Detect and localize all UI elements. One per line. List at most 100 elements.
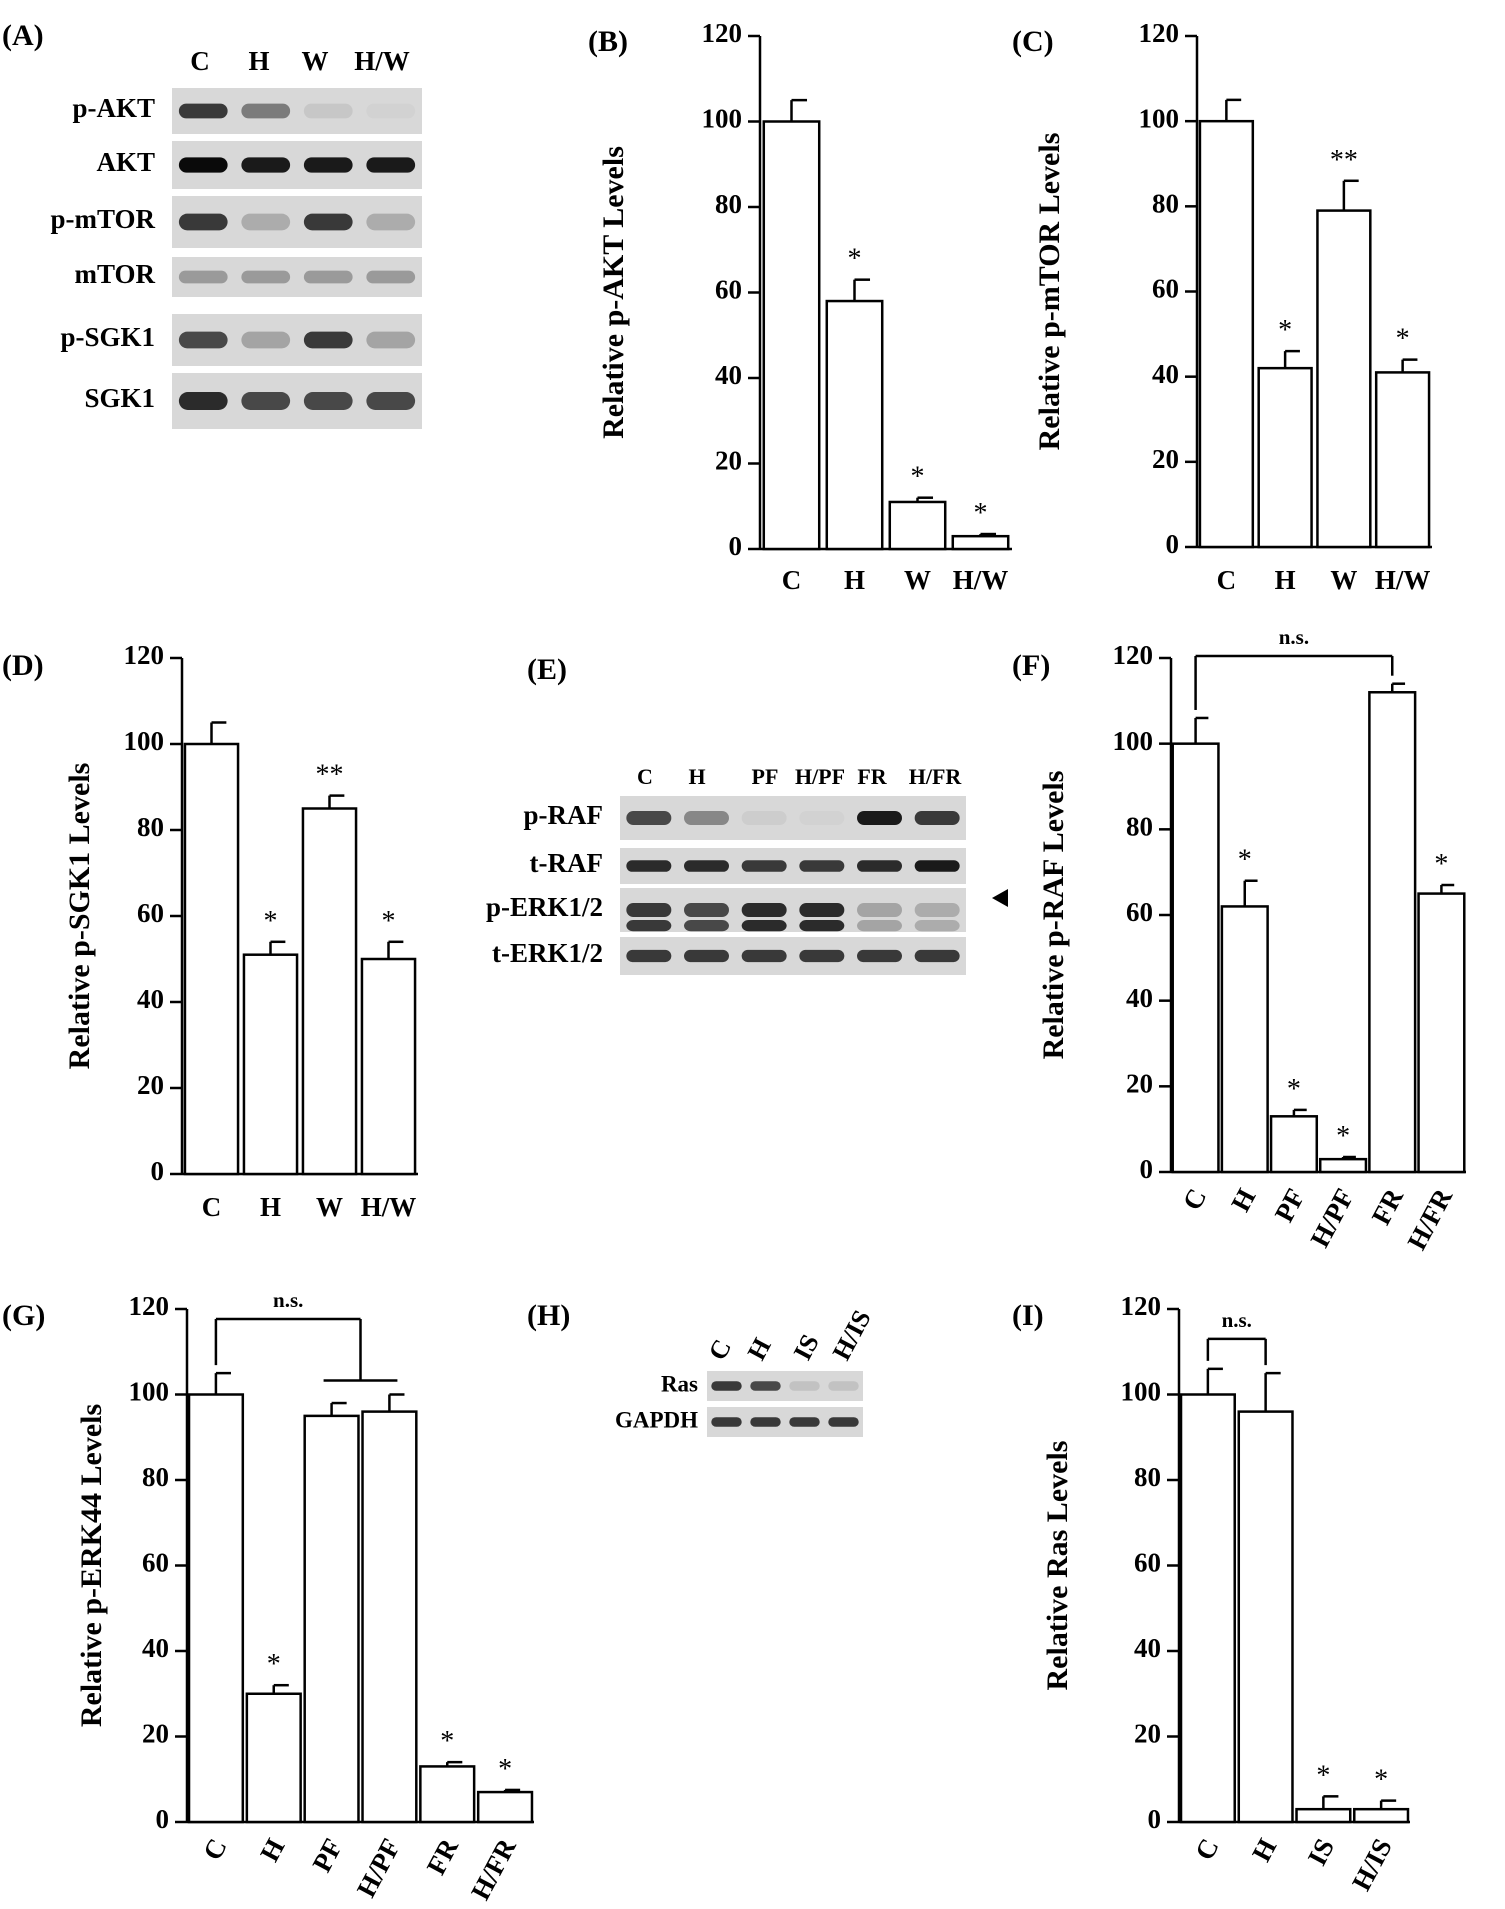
row-label: Ras: [661, 1371, 698, 1396]
lane-label: H: [688, 764, 705, 789]
y-tick-label: 100: [702, 104, 743, 134]
panel-letter-b: (B): [588, 25, 628, 58]
bar-PF: [303, 1414, 360, 1824]
lane-label: PF: [752, 764, 779, 789]
blot-band-lower: [914, 920, 960, 932]
significance-marker: *: [1396, 324, 1410, 355]
lane-label: W: [302, 46, 329, 76]
y-tick-label: 60: [137, 898, 164, 928]
bar-H/IS: [1353, 1807, 1410, 1824]
bar-IS: [1295, 1807, 1352, 1824]
row-label: p-AKT: [72, 93, 155, 123]
x-tick-label: H/W: [1375, 565, 1431, 595]
blot-band: [857, 860, 902, 872]
blot-band: [178, 157, 228, 173]
bar-H/FR: [1417, 892, 1466, 1174]
ns-label: n.s.: [273, 1288, 303, 1312]
x-tick-label: C: [782, 565, 802, 595]
x-tick-label: H/W: [361, 1192, 417, 1222]
y-tick-label: 60: [142, 1548, 169, 1578]
blot-band: [750, 1417, 781, 1427]
significance-marker: *: [1278, 315, 1292, 346]
y-tick-label: 120: [702, 18, 743, 48]
blot-band: [303, 157, 353, 173]
y-tick-label: 60: [1152, 274, 1179, 304]
significance-marker: *: [1434, 849, 1448, 880]
y-tick-label: 20: [715, 446, 742, 476]
blot-band: [857, 810, 902, 826]
x-tick-label: C: [1177, 1184, 1213, 1215]
x-tick-label: C: [1189, 1834, 1225, 1865]
x-tick-label: W: [904, 565, 931, 595]
y-axis-title: Relative p-AKT Levels: [597, 146, 630, 439]
bar-H/FR: [476, 1790, 534, 1824]
blot-band: [366, 392, 416, 410]
blot-band: [366, 103, 416, 119]
significance-marker: *: [267, 1649, 281, 1680]
blot-band: [741, 860, 787, 872]
blot-band: [178, 331, 228, 349]
blot-band: [857, 949, 902, 963]
y-tick-label: 100: [124, 726, 165, 756]
y-tick-label: 120: [129, 1291, 170, 1321]
blot-band: [178, 103, 228, 119]
blot-band: [711, 1381, 742, 1391]
significance-marker: *: [911, 462, 925, 493]
row-label: AKT: [96, 147, 155, 177]
x-tick-label: W: [1330, 565, 1357, 595]
significance-marker: *: [1238, 845, 1252, 876]
blot-band: [241, 331, 291, 349]
bar-H/W: [360, 957, 417, 1176]
y-axis-title: Relative p-mTOR Levels: [1033, 133, 1066, 451]
blot-band: [303, 331, 353, 349]
y-tick-label: 120: [1139, 18, 1180, 48]
chart-panel-g: (G) 0 20 40 60 80 100 120 Relative p-ERK44 Level…: [2, 1288, 534, 1905]
blot-band: [914, 949, 960, 963]
x-tick-label: H/PF: [351, 1834, 406, 1902]
blot-band: [799, 902, 845, 918]
bar-FR: [419, 1765, 476, 1824]
significance-marker: *: [264, 906, 278, 937]
y-axis-title: Relative p-SGK1 Levels: [63, 763, 96, 1070]
panel-letter-a: (A): [2, 19, 44, 52]
row-label: SGK1: [84, 383, 155, 413]
row-label: GAPDH: [615, 1407, 698, 1432]
y-tick-label: 80: [1126, 812, 1153, 842]
row-label: p-ERK1/2: [486, 892, 603, 922]
row-label: t-ERK1/2: [492, 938, 603, 968]
blot-band: [303, 270, 353, 284]
y-tick-label: 100: [1121, 1377, 1162, 1407]
y-tick-label: 100: [1113, 726, 1154, 756]
bar-W: [888, 500, 947, 551]
significance-marker: *: [974, 498, 988, 529]
bar-H: [1257, 366, 1313, 549]
blot-strip: [620, 848, 966, 884]
x-tick-label: IS: [1302, 1834, 1340, 1871]
blot-band: [799, 860, 845, 872]
bar-H/W: [951, 534, 1010, 551]
y-tick-label: 40: [715, 360, 742, 390]
panel-letter-h: (H): [527, 1299, 570, 1332]
blot-band: [789, 1417, 820, 1427]
significance-marker: *: [1336, 1121, 1350, 1152]
bar-H/W: [1374, 371, 1431, 549]
blot-band: [366, 213, 416, 231]
blot-band: [914, 810, 960, 826]
bar-H: [1237, 1410, 1294, 1824]
row-label: p-mTOR: [50, 204, 155, 234]
blot-band: [828, 1417, 859, 1427]
bar-H: [1220, 905, 1269, 1174]
blot-band: [241, 270, 291, 284]
x-tick-label: H/IS: [1346, 1834, 1398, 1896]
blot-band: [241, 392, 291, 410]
y-tick-label: 60: [1126, 897, 1153, 927]
blot-band: [303, 392, 353, 410]
bar-H: [825, 299, 884, 551]
blot-band: [741, 949, 787, 963]
blot-band: [241, 103, 291, 119]
y-tick-label: 0: [151, 1156, 165, 1186]
blot-band: [750, 1381, 781, 1391]
chart-panel-c: (C) 0 20 40 60 80 100 120 Relative p-mTOR Levels…: [1012, 18, 1432, 595]
blot-band: [178, 270, 228, 284]
